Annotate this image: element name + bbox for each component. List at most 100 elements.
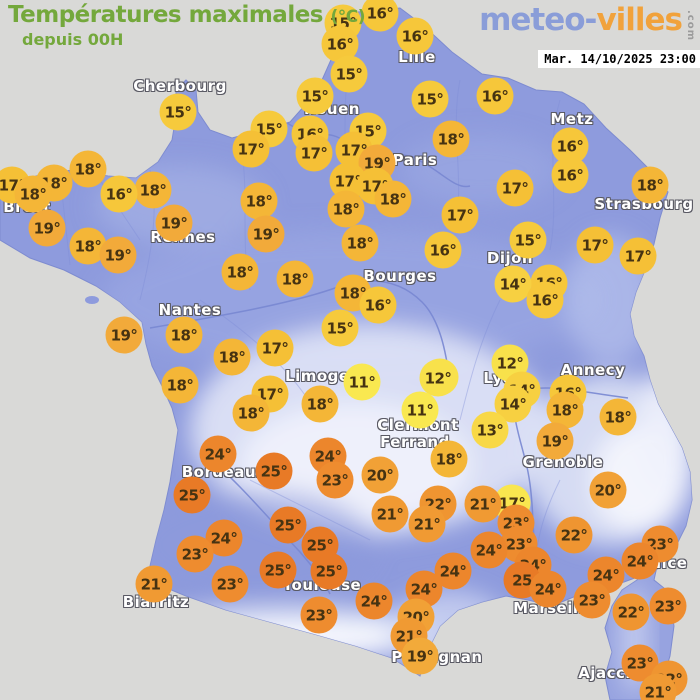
temp-marker: 25° [173,476,211,514]
city-label-cherbourg: Cherbourg [133,77,227,95]
temp-marker: 15° [250,110,288,148]
temp-marker: 16° [396,17,434,55]
temp-marker: 17° [441,196,479,234]
temp-marker: 23° [316,461,354,499]
subtitle: depuis 00H [22,30,124,49]
temp-marker: 16° [424,231,462,269]
temp-marker: 18° [374,180,412,218]
temp-marker: 18° [334,274,372,312]
temp-marker: 20° [589,471,627,509]
temp-marker: 18° [165,316,203,354]
city-label-ferrand: Ferrand [380,433,450,451]
title-unit: (°C) [330,7,366,27]
temp-marker: 18° [240,182,278,220]
small-island [85,296,99,304]
temp-marker: 11° [401,391,439,429]
temp-marker: 24° [355,582,393,620]
temp-marker: 18° [327,190,365,228]
temp-marker: 21° [371,495,409,533]
meteo-villes-logo[interactable]: meteo-villes .com [479,2,696,41]
temp-marker: 18° [213,338,251,376]
temp-marker: 15° [509,221,547,259]
temp-marker: 11° [343,363,381,401]
temp-marker: 22° [555,516,593,554]
temp-marker: 21° [464,485,502,523]
temp-marker: 17° [496,169,534,207]
temp-marker: 24° [199,435,237,473]
temp-marker: 14° [494,385,532,423]
city-label-metz: Metz [550,110,594,128]
temp-marker: 22° [612,593,650,631]
temp-marker: 18° [430,440,468,478]
temp-marker: 19° [401,637,439,675]
temp-marker: 18° [232,394,270,432]
temp-marker: 21° [135,565,173,603]
temp-marker: 18° [14,175,52,213]
temp-marker: 21° [408,505,446,543]
city-label-annecy: Annecy [560,361,626,379]
temp-marker: 25° [310,552,348,590]
temp-marker: 14° [494,265,532,303]
temp-marker: 16° [361,0,399,32]
logo-part-blue: meteo- [479,2,597,38]
title-text: Températures maximales [8,2,324,28]
city-label-limoges: Limoges [285,367,359,385]
temp-marker: 19° [155,204,193,242]
temp-marker: 18° [599,398,637,436]
temp-marker: 18° [432,120,470,158]
temp-marker: 17° [619,237,657,275]
temp-marker: 17° [576,226,614,264]
temp-marker: 19° [247,215,285,253]
temp-marker: 19° [536,422,574,460]
temp-marker: 18° [301,385,339,423]
city-label-bourges: Bourges [363,267,437,285]
temp-marker: 17° [256,329,294,367]
temp-marker: 18° [161,366,199,404]
temp-marker: 18° [341,224,379,262]
city-label-paris: Paris [392,151,438,169]
temp-marker: 19° [99,236,137,274]
temp-marker: 18° [546,391,584,429]
logo-domain-suffix: .com [685,10,696,42]
temp-marker: 19° [28,209,66,247]
city-label-grenoble: Grenoble [522,453,604,471]
temp-marker: 21° [639,673,677,700]
temp-marker: 18° [69,150,107,188]
temp-marker: 23° [649,587,687,625]
city-label-strasbourg: Strasbourg [594,195,694,213]
temp-marker: 15° [330,55,368,93]
temp-marker: 12° [419,359,457,397]
temp-marker: 17° [295,134,333,172]
temp-marker: 24° [529,570,567,608]
temp-marker: 16° [359,286,397,324]
temp-marker: 15° [411,80,449,118]
temp-marker: 18° [221,253,259,291]
temp-marker: 18° [631,166,669,204]
temp-marker: 15° [321,309,359,347]
temp-marker: 23° [211,565,249,603]
temp-marker: 24° [470,531,508,569]
temp-marker: 25° [255,452,293,490]
temp-marker: 15° [296,77,334,115]
temp-marker: 17° [232,130,270,168]
temp-marker: 16° [476,77,514,115]
temp-marker: 23° [300,596,338,634]
temp-marker: 16° [100,175,138,213]
page-title: Températures maximales (°C) [8,2,366,28]
temp-marker: 18° [134,171,172,209]
temp-marker: 23° [176,535,214,573]
temp-marker: 18° [276,260,314,298]
logo-part-orange: villes [596,2,683,38]
temp-marker: 16° [551,156,589,194]
temp-marker: 25° [259,551,297,589]
temp-marker: 16° [526,281,564,319]
temp-marker: 25° [269,506,307,544]
temp-marker: 13° [471,411,509,449]
city-label-bordeaux: Bordeaux [181,463,267,481]
datetime-badge: Mar. 14/10/2025 23:00 [538,50,700,68]
temp-marker: 19° [105,316,143,354]
temp-marker: 24° [621,542,659,580]
city-label-nantes: Nantes [158,301,222,319]
